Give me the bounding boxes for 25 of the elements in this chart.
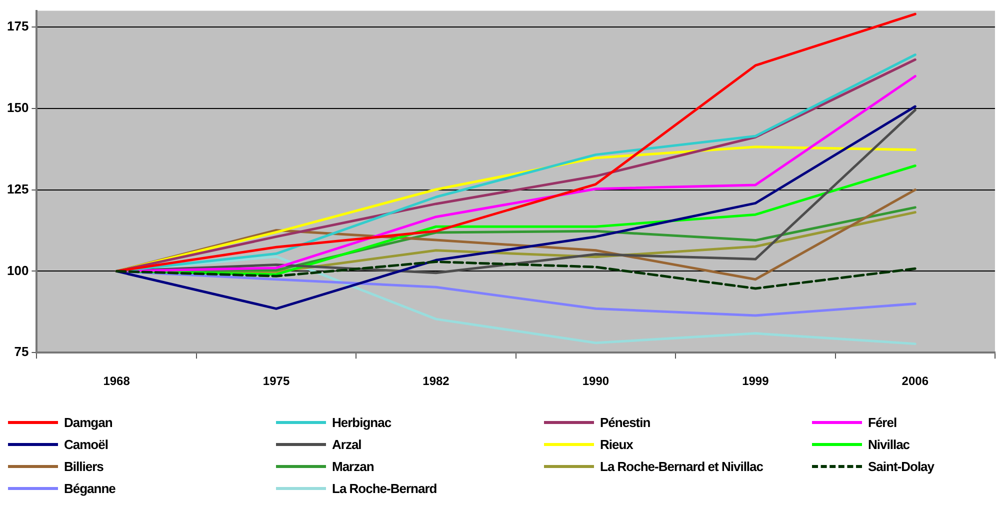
legend-label: Herbignac bbox=[332, 414, 392, 430]
y-tick-label: 125 bbox=[6, 181, 29, 196]
legend-label: Béganne bbox=[64, 480, 116, 496]
x-tick-label: 1975 bbox=[262, 374, 290, 388]
legend-label: Damgan bbox=[64, 414, 112, 430]
y-tick-label: 175 bbox=[6, 18, 29, 34]
x-tick-label: 1990 bbox=[582, 374, 610, 388]
y-tick-label: 150 bbox=[6, 100, 29, 116]
legend-label: La Roche-Bernard et Nivillac bbox=[600, 458, 763, 474]
x-tick-label: 1982 bbox=[422, 374, 450, 388]
y-tick-label: 100 bbox=[6, 262, 29, 278]
legend-label: Arzal bbox=[332, 436, 362, 452]
legend-label: Billiers bbox=[64, 458, 104, 474]
x-tick-label: 1999 bbox=[742, 374, 770, 388]
legend-label: Férel bbox=[868, 414, 897, 430]
legend-label: Marzan bbox=[332, 458, 374, 474]
legend-label: Rieux bbox=[600, 436, 633, 452]
legend-label: Camoël bbox=[64, 436, 108, 452]
legend-label: La Roche-Bernard bbox=[332, 480, 437, 496]
legend-label: Nivillac bbox=[868, 436, 910, 452]
legend-label: Saint-Dolay bbox=[868, 458, 934, 474]
legend-label: Pénestin bbox=[600, 414, 650, 430]
y-tick-label: 75 bbox=[14, 344, 29, 360]
x-tick-label: 1968 bbox=[103, 374, 130, 388]
x-tick-label: 2006 bbox=[902, 374, 929, 388]
